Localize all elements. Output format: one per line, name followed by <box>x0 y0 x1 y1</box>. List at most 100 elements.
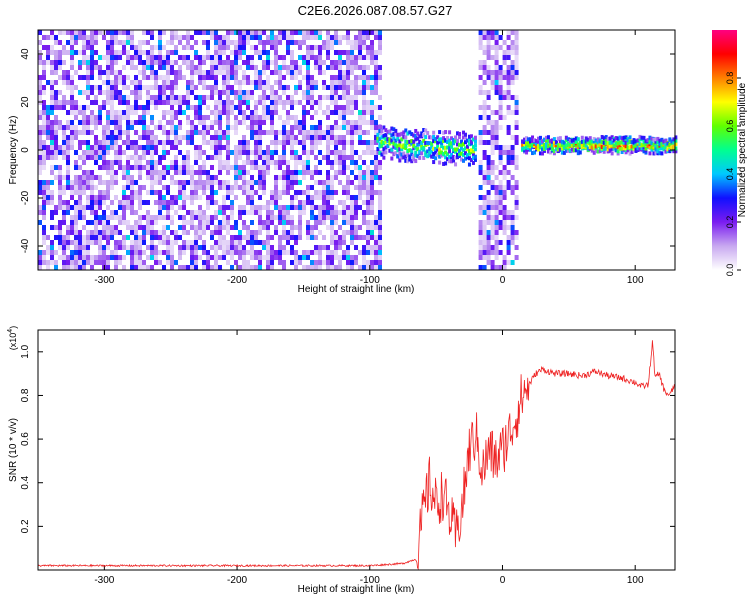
spectrogram-cell <box>254 180 258 185</box>
spectrogram-cell <box>250 115 254 120</box>
spectrogram-cell <box>134 250 138 255</box>
spectrogram-cell <box>146 225 150 230</box>
spectrogram-cell <box>110 100 114 105</box>
spectrogram-cell <box>529 147 533 152</box>
spectrogram-cell <box>254 140 258 145</box>
spectrogram-cell <box>630 144 634 149</box>
spectrogram-cell <box>498 185 503 190</box>
spectrogram-cell <box>242 160 246 165</box>
spectrogram-cell <box>538 151 542 156</box>
spectrogram-cell <box>290 175 294 180</box>
spectrogram-cell <box>374 250 378 255</box>
spectrogram-cell <box>366 260 370 265</box>
spectrogram-cell <box>378 220 382 225</box>
spectrogram-cell <box>644 142 648 147</box>
spectrogram-cell <box>186 265 190 270</box>
spectrogram-cell <box>318 55 322 60</box>
spectrogram-cell <box>86 205 90 210</box>
spectrogram-cell <box>338 155 342 160</box>
spectrogram-cell <box>142 85 146 90</box>
spectrogram-cell <box>242 220 246 225</box>
spectrogram-cell <box>422 155 426 160</box>
spectrogram-cell <box>270 95 274 100</box>
spectrogram-cell <box>634 142 638 147</box>
spectrogram-cell <box>262 60 266 65</box>
spectrogram-cell <box>346 35 350 40</box>
spectrogram-cell <box>214 190 218 195</box>
spectrogram-cell <box>550 143 554 148</box>
spectrogram-cell <box>286 140 290 145</box>
spectrogram-cell <box>384 145 388 150</box>
spectrogram-cell <box>374 125 378 130</box>
spectrogram-cell <box>130 240 134 245</box>
spectrogram-cell <box>302 210 306 215</box>
spectrogram-cell <box>632 140 636 145</box>
spectrogram-cell <box>210 190 214 195</box>
spectrogram-cell <box>410 159 414 164</box>
spectrogram-cell <box>358 155 362 160</box>
spectrogram-cell <box>138 165 142 170</box>
spectrogram-cell <box>342 125 346 130</box>
spectrogram-cell <box>362 190 366 195</box>
spectrogram-cell <box>158 195 162 200</box>
spectrogram-cell <box>584 136 588 141</box>
spectrogram-cell <box>246 170 250 175</box>
spectrogram-cell <box>250 245 254 250</box>
spectrogram-cell <box>362 100 366 105</box>
spectrogram-cell <box>490 125 495 130</box>
spectrogram-cell <box>246 265 250 270</box>
spectrogram-cell <box>110 230 114 235</box>
spectrogram-cell <box>182 95 186 100</box>
spectrogram-cell <box>66 205 70 210</box>
spectrogram-cell <box>66 75 70 80</box>
spectrogram-cell <box>502 225 507 230</box>
spectrogram-cell <box>226 170 230 175</box>
spectrogram-cell <box>70 50 74 55</box>
spectrogram-cell <box>190 175 194 180</box>
spectrogram-cell <box>190 200 194 205</box>
spectrogram-cell <box>202 260 206 265</box>
spectrogram-cell <box>194 260 198 265</box>
spectrogram-cell <box>448 142 452 147</box>
spectrogram-cell <box>166 120 170 125</box>
spectrogram-cell <box>122 265 126 270</box>
spectrogram-cell <box>270 215 274 220</box>
spectrogram-cell <box>342 250 346 255</box>
spectrogram-cell <box>106 180 110 185</box>
spectrogram-cell <box>506 215 511 220</box>
spectrogram-cell <box>238 240 242 245</box>
spectrogram-cell <box>494 190 499 195</box>
spectrogram-cell <box>282 65 286 70</box>
spectrogram-cell <box>498 95 503 100</box>
spectrogram-cell <box>302 95 306 100</box>
spectrogram-cell <box>238 250 242 255</box>
spectrogram-cell <box>166 250 170 255</box>
spectrogram-cell <box>166 255 170 260</box>
spectrogram-cell <box>54 50 58 55</box>
spectrogram-cell <box>388 129 392 134</box>
spectrogram-cell <box>46 110 50 115</box>
spectrogram-cell <box>162 85 166 90</box>
spectrogram-cell <box>318 190 322 195</box>
spectrogram-cell <box>266 40 270 45</box>
spectrogram-cell <box>238 55 242 60</box>
spectrogram-cell <box>274 100 278 105</box>
spectrogram-cell <box>222 220 226 225</box>
spectrogram-cell <box>302 115 306 120</box>
spectrogram-cell <box>390 126 394 131</box>
spectrogram-cell <box>346 175 350 180</box>
spectrogram-cell <box>82 235 86 240</box>
spectrogram-cell <box>70 250 74 255</box>
spectrogram-x-tick-label: -100 <box>360 275 380 286</box>
spectrogram-cell <box>142 40 146 45</box>
spectrogram-cell <box>482 130 487 135</box>
spectrogram-cell <box>146 165 150 170</box>
spectrogram-cell <box>432 139 436 144</box>
spectrogram-cell <box>469 141 473 146</box>
spectrogram-cell <box>490 260 495 265</box>
spectrogram-cell <box>426 149 430 154</box>
spectrogram-cell <box>534 141 538 146</box>
spectrogram-cell <box>250 80 254 85</box>
spectrogram-cell <box>342 200 346 205</box>
